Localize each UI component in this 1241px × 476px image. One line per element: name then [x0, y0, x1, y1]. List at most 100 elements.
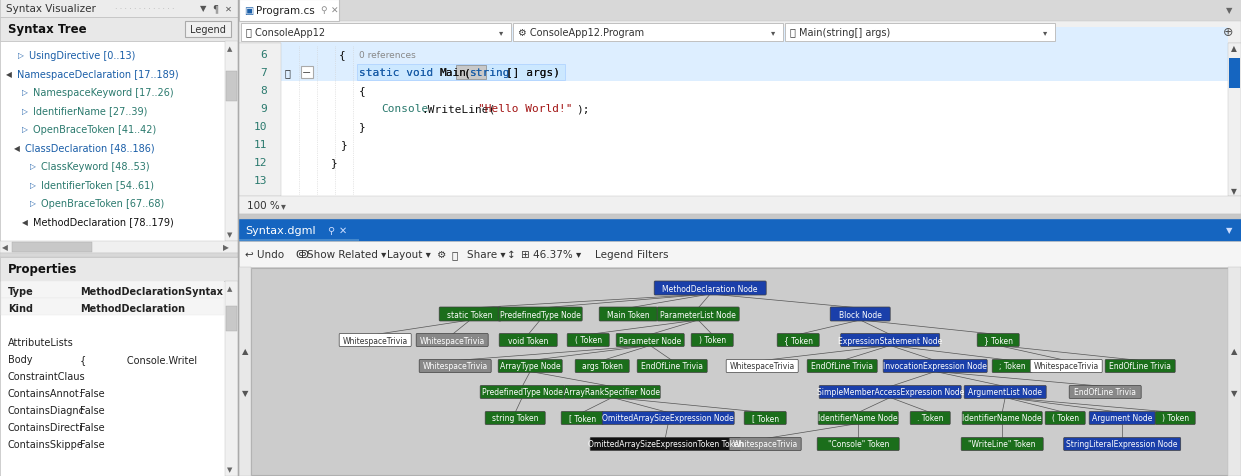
- FancyBboxPatch shape: [1045, 412, 1085, 425]
- Bar: [1, 281, 223, 298]
- Text: ContainsDirecti: ContainsDirecti: [7, 422, 83, 432]
- Bar: [0, 241, 238, 253]
- Text: void Token: void Token: [508, 336, 549, 345]
- FancyBboxPatch shape: [910, 412, 951, 425]
- Bar: [357, 65, 565, 81]
- Text: Parameter Node: Parameter Node: [619, 336, 681, 345]
- Bar: [185, 22, 231, 38]
- Text: "Console" Token: "Console" Token: [828, 439, 889, 448]
- Bar: [0, 42, 238, 241]
- Bar: [0, 18, 238, 42]
- Bar: [241, 24, 511, 42]
- Text: 🔵 Main(string[] args): 🔵 Main(string[] args): [791, 28, 890, 38]
- Text: UsingDirective [0..13): UsingDirective [0..13): [29, 51, 135, 61]
- Text: WhitespaceTrivia: WhitespaceTrivia: [343, 336, 408, 345]
- Text: ConstraintClaus: ConstraintClaus: [7, 371, 86, 381]
- Bar: [1, 298, 223, 315]
- Text: ⚙: ⚙: [437, 249, 447, 259]
- FancyBboxPatch shape: [1106, 360, 1175, 373]
- Text: ▼: ▼: [1231, 388, 1237, 397]
- Text: Block Node: Block Node: [839, 310, 881, 319]
- Text: WhitespaceTrivia: WhitespaceTrivia: [732, 439, 798, 448]
- Text: ↩ Undo: ↩ Undo: [244, 249, 284, 259]
- Text: Layout ▾: Layout ▾: [387, 249, 431, 259]
- FancyBboxPatch shape: [726, 360, 798, 373]
- Text: InvocationExpression Node: InvocationExpression Node: [884, 362, 987, 371]
- FancyBboxPatch shape: [777, 334, 819, 347]
- Text: }: }: [331, 158, 338, 168]
- FancyBboxPatch shape: [480, 386, 565, 399]
- Bar: [225, 281, 238, 476]
- Text: ▲: ▲: [242, 347, 248, 356]
- FancyBboxPatch shape: [964, 386, 1046, 399]
- Bar: [12, 242, 92, 252]
- Text: OmittedArraySizeExpression Node: OmittedArraySizeExpression Node: [602, 414, 735, 423]
- Text: 8: 8: [261, 86, 267, 96]
- FancyBboxPatch shape: [599, 307, 658, 321]
- Text: 100 %: 100 %: [247, 200, 279, 210]
- Text: .WriteLine(: .WriteLine(: [421, 104, 495, 114]
- FancyBboxPatch shape: [840, 334, 939, 347]
- Text: ▼: ▼: [227, 231, 232, 238]
- FancyBboxPatch shape: [575, 360, 629, 373]
- FancyBboxPatch shape: [745, 412, 787, 425]
- Text: ▲: ▲: [227, 46, 232, 52]
- Bar: [1229, 268, 1241, 476]
- FancyBboxPatch shape: [977, 334, 1019, 347]
- Text: ▷: ▷: [30, 199, 36, 208]
- Text: { Token: { Token: [783, 336, 813, 345]
- Text: ◀: ◀: [22, 218, 27, 227]
- Bar: [1229, 59, 1240, 89]
- Text: . Token: . Token: [917, 414, 943, 423]
- Text: ▼: ▼: [1231, 187, 1237, 196]
- Text: ParameterList Node: ParameterList Node: [660, 310, 736, 319]
- Text: ✕: ✕: [331, 7, 339, 15]
- Text: ¶: ¶: [212, 4, 218, 14]
- FancyBboxPatch shape: [1090, 412, 1155, 425]
- Text: 💡: 💡: [285, 68, 290, 78]
- Text: Main Token: Main Token: [607, 310, 649, 319]
- Text: ArgumentList Node: ArgumentList Node: [968, 387, 1042, 397]
- Text: Console: Console: [381, 104, 428, 114]
- Text: ◀: ◀: [6, 70, 12, 79]
- FancyBboxPatch shape: [830, 307, 890, 321]
- Text: }: }: [341, 140, 347, 149]
- Text: EndOfLine Trivia: EndOfLine Trivia: [642, 362, 704, 371]
- Text: (: (: [464, 68, 470, 78]
- Text: args Token: args Token: [582, 362, 623, 371]
- FancyBboxPatch shape: [962, 437, 1044, 451]
- FancyBboxPatch shape: [691, 334, 733, 347]
- FancyBboxPatch shape: [1070, 386, 1142, 399]
- Bar: [455, 66, 486, 80]
- Text: False: False: [79, 439, 104, 449]
- Text: MethodDeclaration [78..179): MethodDeclaration [78..179): [34, 217, 174, 227]
- FancyBboxPatch shape: [993, 360, 1033, 373]
- Text: ⚲: ⚲: [326, 226, 334, 236]
- FancyBboxPatch shape: [439, 307, 501, 321]
- Text: ▾: ▾: [1042, 29, 1047, 38]
- FancyBboxPatch shape: [962, 412, 1042, 425]
- Bar: [0, 0, 238, 18]
- Text: 9: 9: [261, 104, 267, 114]
- Text: ) Token: ) Token: [699, 336, 726, 345]
- FancyBboxPatch shape: [654, 281, 766, 296]
- Text: IdentifierToken [54..61): IdentifierToken [54..61): [41, 180, 154, 190]
- Text: ClassDeclaration [48..186): ClassDeclaration [48..186): [25, 143, 155, 153]
- Text: AttributeLists: AttributeLists: [7, 337, 73, 347]
- Text: MethodDeclaration: MethodDeclaration: [79, 303, 185, 313]
- Text: PredefinedType Node: PredefinedType Node: [482, 387, 562, 397]
- Text: Share ▾: Share ▾: [467, 249, 505, 259]
- Bar: [240, 44, 280, 197]
- Bar: [240, 44, 1229, 197]
- Text: "Hello World!": "Hello World!": [478, 104, 572, 114]
- Text: ▲: ▲: [227, 286, 232, 291]
- FancyBboxPatch shape: [730, 437, 802, 451]
- FancyBboxPatch shape: [499, 334, 557, 347]
- Text: 10: 10: [253, 122, 267, 132]
- Bar: [240, 22, 1241, 44]
- Text: IdentifierName [27..39): IdentifierName [27..39): [34, 106, 148, 116]
- Text: ArrayType Node: ArrayType Node: [500, 362, 561, 371]
- Text: Filters: Filters: [637, 249, 669, 259]
- Text: ⚙ ConsoleApp12.Program: ⚙ ConsoleApp12.Program: [517, 28, 644, 38]
- Text: ▾: ▾: [499, 29, 504, 38]
